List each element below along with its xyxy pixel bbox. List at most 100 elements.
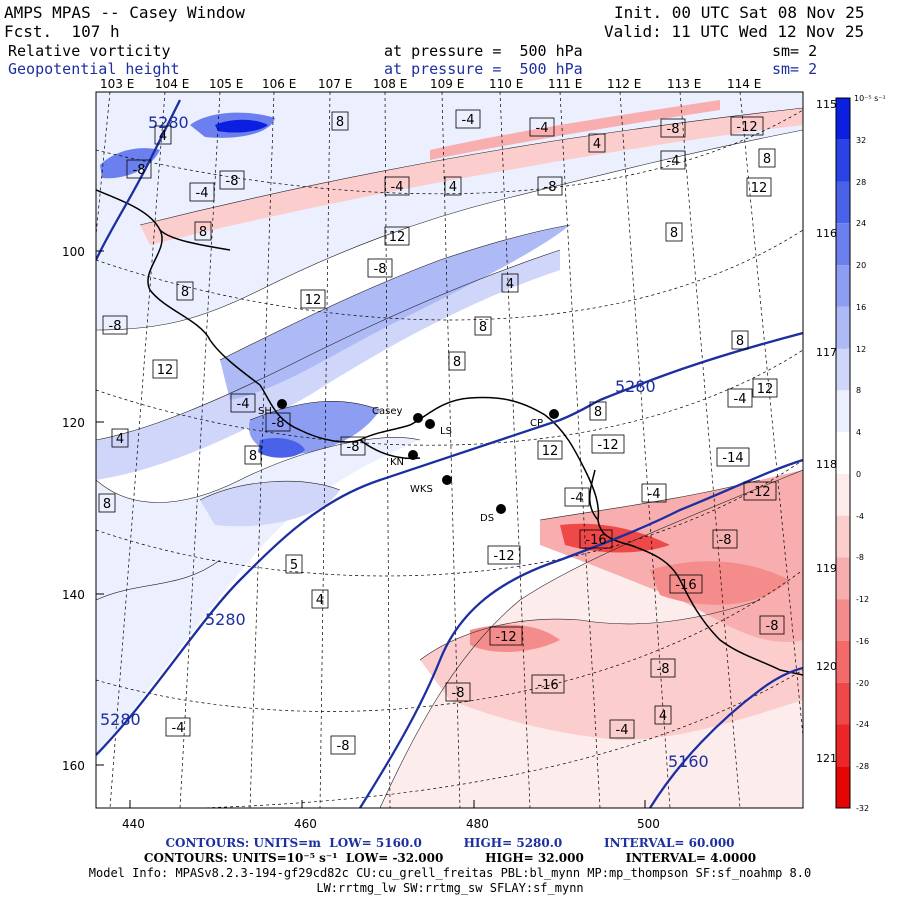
- vorticity-label: -4: [237, 397, 250, 412]
- vorticity-label: 12: [751, 181, 768, 196]
- vorticity-label: -4: [616, 723, 629, 738]
- colorbar-swatch: [836, 766, 850, 808]
- vorticity-label-box: [752, 378, 778, 398]
- station-marker: [408, 450, 418, 460]
- vorticity-label: -4: [667, 154, 680, 169]
- vorticity-label-box: [727, 388, 753, 408]
- colorbar-unit: 10⁻⁵ s⁻¹: [854, 94, 886, 103]
- colorbar-swatch: [836, 348, 850, 391]
- colorbar-swatch: [836, 390, 850, 433]
- vorticity-label: -8: [272, 416, 285, 431]
- forecast-hour: Fcst. 107 h: [4, 22, 120, 41]
- lon-label: 107 E: [318, 77, 353, 91]
- negative-vorticity-region: [650, 561, 790, 605]
- vorticity-label: 4: [593, 137, 601, 152]
- height-label: 5280: [148, 113, 189, 132]
- vorticity-label: -16: [585, 533, 606, 548]
- y-tick-label: 100: [62, 245, 85, 259]
- vorticity-label: -12: [736, 120, 757, 135]
- colorbar-tick-label: 4: [856, 428, 862, 438]
- vorticity-label: -8: [226, 174, 239, 189]
- colorbar-tick-label: -24: [856, 720, 870, 730]
- colorbar-tick-label: 28: [856, 177, 867, 187]
- footer-height-contours: CONTOURS: UNITS=m LOW= 5160.0 HIGH= 5280…: [165, 836, 735, 850]
- positive-vorticity-region: [96, 250, 560, 480]
- vorticity-label-box: [102, 315, 128, 335]
- vorticity-label: -8: [337, 739, 350, 754]
- positive-vorticity-region: [258, 438, 305, 458]
- vorticity-label-box: [731, 330, 749, 350]
- vorticity-label-box: [244, 445, 262, 465]
- vorticity-label-box: [589, 401, 607, 421]
- y-tick-label: 160: [62, 759, 85, 773]
- vorticity-label-box: [746, 177, 772, 197]
- field1-smoothing: sm= 2: [772, 42, 818, 60]
- vorticity-label: 8: [453, 355, 461, 370]
- colorbar-tick-label: -32: [856, 804, 870, 813]
- vorticity-label: 12: [305, 293, 322, 308]
- vorticity-label: 4: [116, 432, 124, 447]
- height-label: 5280: [205, 610, 246, 629]
- vorticity-label-box: [660, 118, 686, 138]
- plot-frame: [95, 91, 804, 809]
- vorticity-label-box: [588, 133, 606, 153]
- colorbar-swatch: [836, 724, 850, 767]
- height-contours: [96, 99, 803, 808]
- vorticity-label: 8: [336, 115, 344, 130]
- footer-model-info-2: LW:rrtmg_lw SW:rrtmg_sw SFLAY:sf_mynn: [316, 881, 584, 895]
- vorticity-label-box: [609, 719, 635, 739]
- colorbar-swatch: [836, 265, 850, 307]
- colorbar-swatch: [836, 181, 850, 224]
- positive-vorticity-region: [96, 437, 420, 760]
- vorticity-label-box: [194, 221, 212, 241]
- lon-label: 105 E: [209, 77, 244, 91]
- field2-level: at pressure = 500 hPa: [384, 60, 583, 78]
- vorticity-label-box: [98, 493, 116, 513]
- x-tick-label: 500: [637, 817, 660, 831]
- x-tick-label: 480: [466, 817, 489, 831]
- vorticity-label-box: [564, 487, 590, 507]
- vorticity-label-box: [730, 116, 764, 136]
- colorbar-tick-label: 32: [856, 135, 867, 145]
- vorticity-label: -16: [537, 678, 558, 693]
- vorticity-label-box: [219, 170, 245, 190]
- station-marker: [425, 419, 435, 429]
- vorticity-label: -8: [347, 440, 360, 455]
- colorbar-swatch: [836, 473, 850, 516]
- lon-label: 108 E: [373, 77, 408, 91]
- lon-label: 103 E: [100, 77, 135, 91]
- positive-vorticity-region: [96, 92, 803, 330]
- y-tick-label: 140: [62, 588, 85, 602]
- vorticity-label-box: [591, 434, 625, 454]
- colorbar-swatch: [836, 223, 850, 266]
- vorticity-label: 4: [506, 277, 514, 292]
- colorbar-swatch: [836, 682, 850, 725]
- vorticity-label-box: [126, 159, 152, 179]
- field1-level: at pressure = 500 hPa: [384, 42, 583, 60]
- vorticity-label-box: [444, 176, 462, 196]
- positive-vorticity-region: [215, 119, 268, 133]
- vorticity-label: 12: [542, 444, 559, 459]
- vorticity-label: -4: [536, 121, 549, 136]
- x-tick-label: 460: [294, 817, 317, 831]
- vorticity-label: -4: [462, 113, 475, 128]
- vorticity-label: -4: [571, 491, 584, 506]
- lon-label: 112 E: [607, 77, 642, 91]
- positive-vorticity-region: [100, 148, 160, 179]
- vorticity-label: 8: [103, 497, 111, 512]
- footer-vorticity-contours: CONTOURS: UNITS=10⁻⁵ s⁻¹ LOW= -32.000 HI…: [143, 851, 757, 865]
- vorticity-label: 8: [249, 449, 257, 464]
- height-label: 5160: [668, 752, 709, 771]
- lon-label: 114 E: [727, 77, 762, 91]
- colorbar-frame: [835, 97, 851, 809]
- vorticity-label: -4: [734, 392, 747, 407]
- station-label: LS: [440, 426, 452, 437]
- vorticity-label: 8: [594, 405, 602, 420]
- vorticity-label: -8: [452, 686, 465, 701]
- colorbar-swatch: [836, 306, 850, 349]
- lon-label: 113 E: [667, 77, 702, 91]
- vorticity-label-box: [712, 529, 738, 549]
- vorticity-label-box: [537, 176, 563, 196]
- stations: SH Casey LS CP KN WKS DS: [258, 399, 559, 524]
- vorticity-label-box: [665, 222, 683, 242]
